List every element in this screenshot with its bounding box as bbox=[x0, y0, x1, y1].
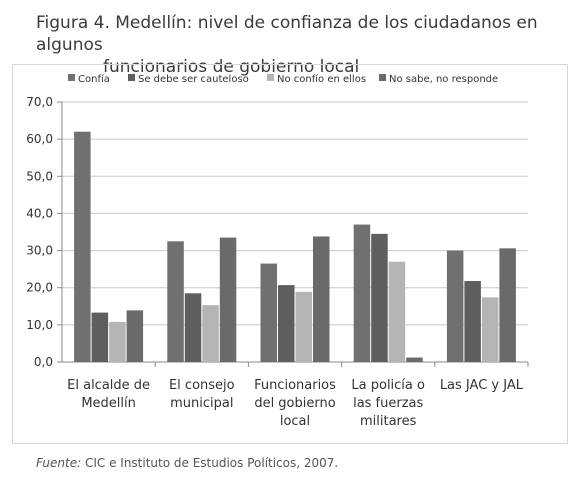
legend-swatch bbox=[267, 74, 274, 81]
bar bbox=[74, 131, 91, 362]
y-tick-label: 10,0 bbox=[26, 318, 53, 332]
legend-label: No confío en ellos bbox=[277, 73, 366, 85]
x-category-label: del gobierno bbox=[254, 396, 335, 411]
x-category-label: local bbox=[280, 414, 310, 429]
y-tick-label: 40,0 bbox=[26, 206, 53, 220]
bar bbox=[371, 233, 388, 362]
bar bbox=[278, 285, 295, 362]
source-note: Fuente: CIC e Instituto de Estudios Polí… bbox=[36, 456, 338, 470]
bar bbox=[446, 250, 464, 362]
bar bbox=[91, 312, 109, 362]
source-text: CIC e Instituto de Estudios Políticos, 2… bbox=[84, 456, 339, 470]
bar bbox=[353, 224, 371, 362]
bar bbox=[295, 291, 312, 362]
legend-label: Se debe ser cauteloso bbox=[138, 74, 249, 85]
legend-swatch bbox=[68, 74, 75, 81]
bar bbox=[126, 310, 144, 362]
legend-label: No sabe, no responde bbox=[389, 74, 498, 85]
chart-title-line-2: funcionarios de gobierno local bbox=[103, 57, 360, 77]
bar bbox=[260, 263, 277, 362]
legend-swatch bbox=[379, 74, 386, 81]
y-tick-label: 20,0 bbox=[26, 281, 53, 295]
bar bbox=[388, 261, 406, 362]
x-category-label: Funcionarios bbox=[254, 378, 336, 393]
bar bbox=[202, 305, 219, 362]
y-tick-label: 0,0 bbox=[34, 355, 53, 369]
x-category-label: las fuerzas bbox=[353, 396, 423, 411]
legend-swatch bbox=[128, 74, 135, 81]
x-category-label: Las JAC y JAL bbox=[440, 378, 524, 393]
bar bbox=[219, 237, 237, 362]
bar bbox=[167, 241, 184, 362]
x-category-label: El consejo bbox=[169, 378, 235, 393]
y-tick-label: 30,0 bbox=[26, 244, 53, 258]
bar bbox=[109, 321, 126, 362]
legend-label: Confía bbox=[78, 73, 110, 85]
y-tick-label: 60,0 bbox=[26, 132, 53, 146]
bar bbox=[406, 357, 423, 362]
chart-title: Figura 4. Medellín: nivel de confianza d… bbox=[36, 12, 566, 78]
y-tick-label: 70,0 bbox=[26, 95, 53, 109]
bar bbox=[184, 293, 202, 362]
bar bbox=[481, 297, 499, 362]
x-category-label: El alcalde de bbox=[67, 378, 150, 393]
x-category-label: militares bbox=[360, 414, 417, 429]
source-label: Fuente: bbox=[36, 456, 82, 470]
bar bbox=[313, 236, 330, 362]
chart-title-line-1: Figura 4. Medellín: nivel de confianza d… bbox=[36, 13, 538, 55]
x-category-label: municipal bbox=[170, 396, 233, 411]
x-category-label: La policía o bbox=[351, 378, 425, 393]
bar bbox=[464, 281, 481, 362]
chart-frame bbox=[12, 64, 568, 444]
y-tick-label: 50,0 bbox=[26, 169, 53, 183]
x-category-label: Medellín bbox=[81, 396, 136, 411]
bar bbox=[499, 248, 516, 362]
